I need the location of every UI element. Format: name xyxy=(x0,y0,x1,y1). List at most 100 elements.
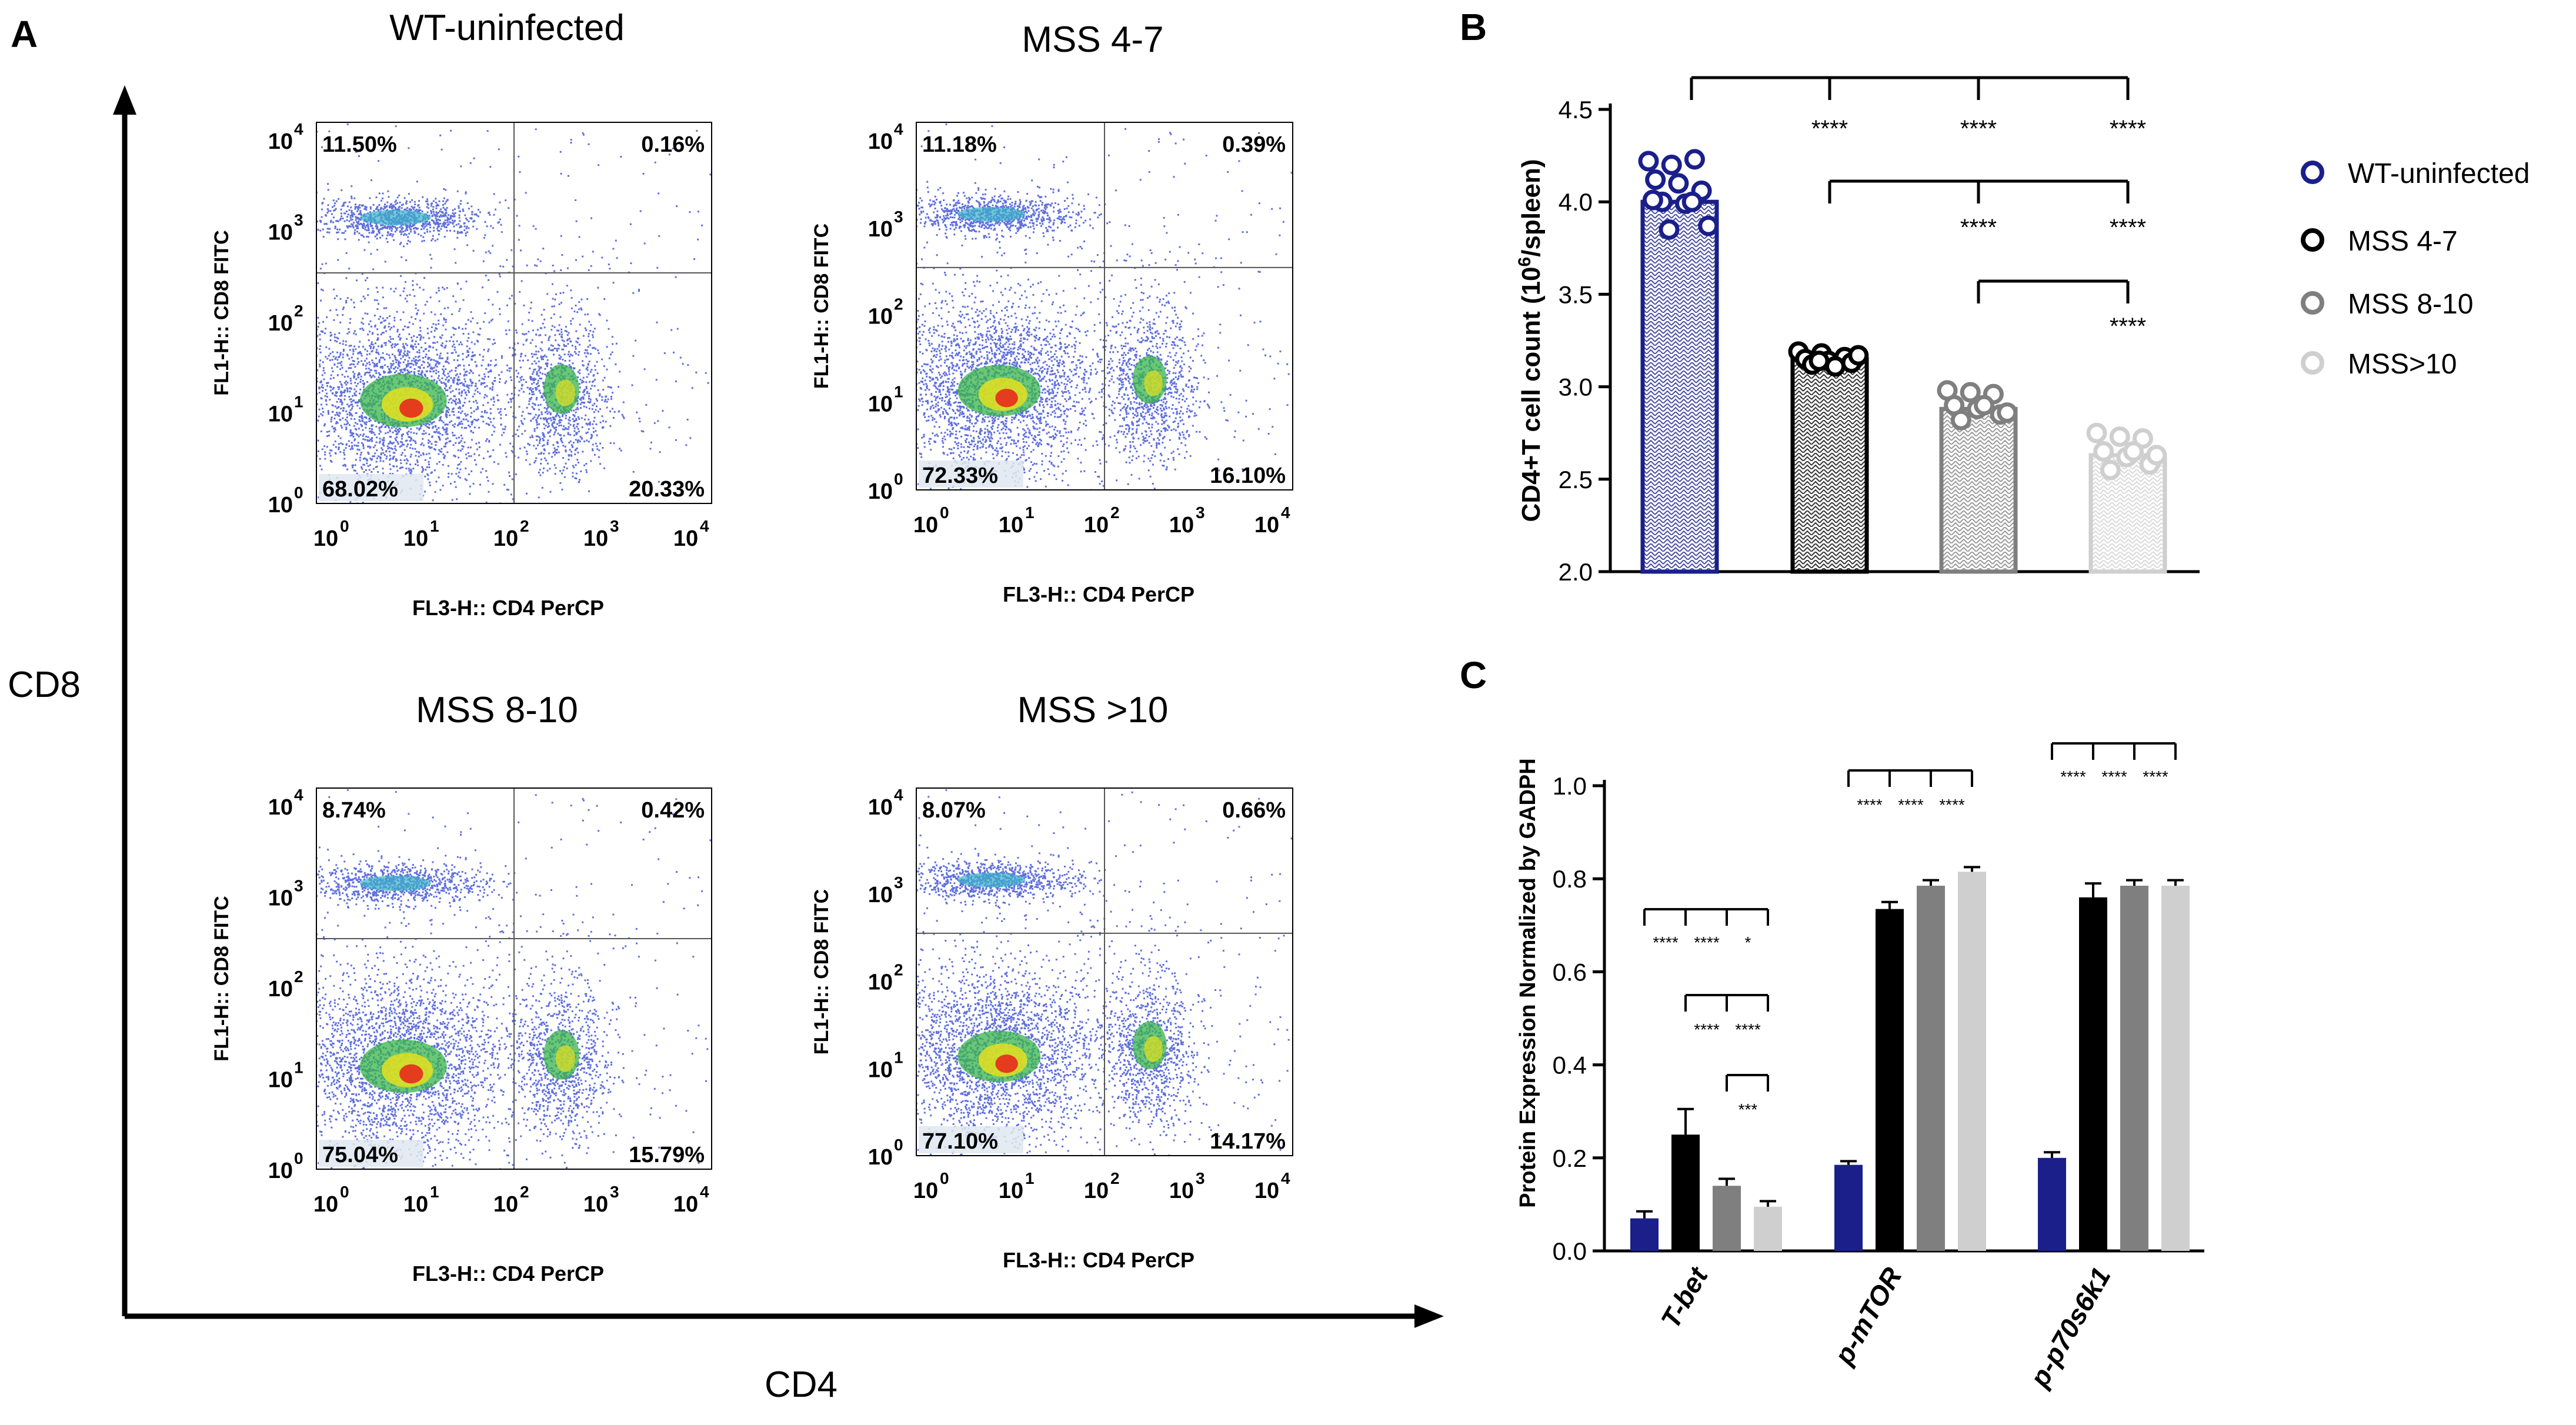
b-data-point xyxy=(1668,173,1689,194)
flow-event-dots xyxy=(916,123,1293,490)
c-category-label: p-mTOR xyxy=(1827,1262,1907,1370)
legend-marker xyxy=(2301,161,2324,184)
flow-events xyxy=(316,123,712,503)
c-category-label: T-bet xyxy=(1655,1262,1714,1334)
quadrant-ur-value: 0.39% xyxy=(1222,132,1286,157)
b-y-tick-label: 4.5 xyxy=(1559,96,1593,124)
x-tick-base: 10 xyxy=(913,513,938,538)
y-tick-base: 10 xyxy=(268,1159,293,1183)
x-tick-base: 10 xyxy=(1169,513,1194,538)
quadrant-ll-value: 77.10% xyxy=(922,1129,998,1154)
x-tick-exp: 0 xyxy=(340,1183,349,1201)
x-tick-exp: 2 xyxy=(520,1183,529,1201)
flow-plot-title: MSS 4-7 xyxy=(1022,19,1163,60)
y-tick-base: 10 xyxy=(868,795,893,820)
flow-plot-frame xyxy=(916,787,1293,1156)
quadrant-ll-value: 75.04% xyxy=(322,1143,398,1167)
density-hotspot xyxy=(359,876,431,891)
quadrant-lr-value: 15.79% xyxy=(629,1143,705,1167)
c-sig-label: **** xyxy=(2060,767,2086,786)
y-tick-exp: 2 xyxy=(294,302,303,320)
quadrant-lr-value: 14.17% xyxy=(1210,1129,1286,1154)
flow-x-axis-label: FL3-H:: CD4 PerCP xyxy=(1003,582,1194,606)
c-category-label: p-p70s6k1 xyxy=(2023,1262,2117,1393)
x-tick-base: 10 xyxy=(1084,513,1109,538)
flow-y-axis-label: FL1-H:: CD8 FITC xyxy=(211,230,233,395)
density-hotspot xyxy=(957,206,1026,222)
b-data-point xyxy=(2100,459,2121,480)
legend-label: MSS>10 xyxy=(2348,349,2457,380)
y-tick-base: 10 xyxy=(868,392,893,416)
x-tick-base: 10 xyxy=(313,526,338,551)
c-sig-label: **** xyxy=(2143,767,2168,786)
y-tick-base: 10 xyxy=(268,977,293,1002)
quadrant-ul-value: 11.50% xyxy=(322,132,397,157)
b-sig-label: **** xyxy=(2110,313,2146,339)
x-tick-base: 10 xyxy=(583,526,608,551)
x-tick-base: 10 xyxy=(583,1192,608,1217)
y-tick-base: 10 xyxy=(868,479,893,504)
y-tick-exp: 3 xyxy=(294,211,303,229)
y-tick-base: 10 xyxy=(268,311,293,336)
y-tick-exp: 1 xyxy=(294,393,303,411)
flow-events xyxy=(916,789,1293,1156)
panel-a-outer-axes: CD8 CD4 xyxy=(8,85,1444,1405)
flow-x-axis-label: FL3-H:: CD4 PerCP xyxy=(412,1262,604,1286)
y-tick-base: 10 xyxy=(868,1057,893,1082)
c-bar-t-bet-s4 xyxy=(1754,1206,1782,1251)
b-y-axis-label: CD4+T cell count (106/spleen) xyxy=(1515,159,1546,522)
panel-b-chart: 2.0 2.5 3.0 3.5 4.0 4.5 CD4+T cell count (106/… xyxy=(1515,76,2530,586)
x-tick-exp: 3 xyxy=(610,517,619,535)
density-hotspot xyxy=(1144,370,1163,396)
x-tick-exp: 4 xyxy=(700,517,709,535)
c-bar-p-mtor-s3 xyxy=(1917,886,1945,1251)
b-y-tick-label: 4.0 xyxy=(1559,188,1593,216)
c-sig-label: **** xyxy=(1857,796,1883,814)
density-hotspot xyxy=(995,389,1018,408)
quadrant-ur-value: 0.42% xyxy=(641,798,705,823)
x-tick-base: 10 xyxy=(1254,513,1279,538)
c-y-tick-label: 0.2 xyxy=(1553,1144,1587,1172)
c-y-tick-label: 0.0 xyxy=(1553,1237,1587,1265)
flow-plot-title: MSS >10 xyxy=(1017,690,1169,730)
y-tick-exp: 3 xyxy=(894,873,903,892)
x-tick-exp: 0 xyxy=(940,503,949,522)
y-tick-base: 10 xyxy=(268,493,293,518)
b-data-point xyxy=(1960,382,1981,403)
y-tick-exp: 4 xyxy=(294,120,303,138)
x-tick-exp: 1 xyxy=(1025,503,1035,522)
x-tick-exp: 1 xyxy=(1025,1169,1035,1187)
c-sig-label: **** xyxy=(1898,796,1924,814)
legend-marker xyxy=(2301,291,2324,315)
flow-x-axis-label: FL3-H:: CD4 PerCP xyxy=(1003,1248,1194,1272)
x-tick-base: 10 xyxy=(1169,1179,1194,1203)
c-sig-label: * xyxy=(1745,933,1751,952)
x-tick-exp: 1 xyxy=(430,1183,439,1201)
flow-plot-4: MSS >108.07% 0.66%77.10% 14.17%10010110210… xyxy=(810,690,1293,1272)
legend-label: MSS 4-7 xyxy=(2348,226,2458,257)
quadrant-ul-value: 8.74% xyxy=(322,798,386,823)
b-y-tick-label: 2.5 xyxy=(1559,466,1593,493)
b-data-point xyxy=(2086,422,2107,443)
y-tick-exp: 1 xyxy=(294,1059,303,1077)
y-tick-base: 10 xyxy=(268,886,293,911)
x-tick-exp: 2 xyxy=(520,517,529,535)
y-tick-base: 10 xyxy=(868,1145,893,1170)
panel-label-a: A xyxy=(11,13,38,55)
b-data-point xyxy=(1661,154,1682,175)
panel-label-b: B xyxy=(1460,6,1487,48)
legend-marker xyxy=(2301,228,2324,252)
panel-c-chart: 0.0 0.2 0.4 0.6 0.8 1.0 Protein Expression Nor… xyxy=(1516,742,2204,1393)
b-sig-label: **** xyxy=(1960,215,1997,241)
quadrant-ll-highlight xyxy=(919,1126,1023,1153)
y-tick-base: 10 xyxy=(868,217,893,242)
y-tick-base: 10 xyxy=(268,402,293,427)
c-sig-label: **** xyxy=(1694,1020,1720,1039)
b-data-point xyxy=(1681,191,1703,212)
flow-y-axis-label: FL1-H:: CD8 FITC xyxy=(810,223,833,389)
b-y-tick-label: 3.0 xyxy=(1559,373,1593,401)
flow-plot-frame xyxy=(916,122,1293,490)
x-tick-base: 10 xyxy=(1254,1179,1279,1203)
y-tick-base: 10 xyxy=(868,970,893,995)
